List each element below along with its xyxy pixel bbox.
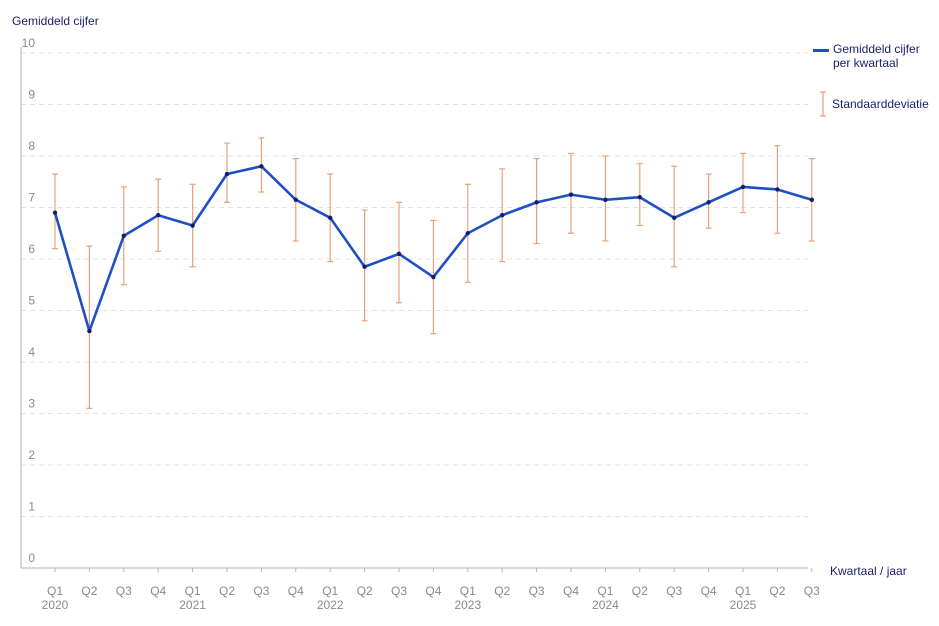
data-point	[637, 195, 642, 200]
data-point	[603, 197, 608, 202]
x-tick-label-quarter: Q3	[391, 584, 407, 598]
data-point	[775, 187, 780, 192]
y-tick-labels: 0 1 2 3 4 5 6 7 8 9 10	[22, 36, 36, 565]
data-point	[740, 184, 746, 190]
x-tick-label-quarter: Q1	[735, 584, 751, 598]
data-point	[706, 200, 711, 205]
y-tick-label: 6	[28, 242, 35, 256]
y-tick-label: 9	[28, 88, 35, 102]
y-tick-label: 5	[28, 294, 35, 308]
error-bars	[52, 137, 815, 409]
data-point	[431, 274, 436, 280]
data-point	[809, 197, 814, 202]
error-bar	[636, 163, 643, 227]
data-point	[87, 328, 92, 334]
y-tick-label: 1	[28, 500, 35, 514]
axes	[20, 47, 808, 569]
x-axis-title: Kwartaal / jaar	[830, 564, 907, 578]
x-tick-label-quarter: Q2	[357, 584, 373, 598]
data-point	[190, 223, 195, 228]
x-tick-label-year: 2025	[730, 598, 757, 612]
x-tick-label-year: 2022	[317, 598, 344, 612]
x-tick-label-quarter: Q4	[288, 584, 304, 598]
x-tick-label-quarter: Q1	[185, 584, 201, 598]
y-tick-label: 10	[22, 36, 36, 50]
x-tick-label-quarter: Q2	[219, 584, 235, 598]
gridlines	[21, 52, 808, 517]
x-tick-label-year: 2021	[179, 598, 206, 612]
x-tick-label-quarter: Q3	[116, 584, 132, 598]
data-point	[293, 197, 298, 202]
x-tick-label-year: 2020	[42, 598, 69, 612]
x-tick-label-quarter: Q4	[563, 584, 579, 598]
legend-item-stddev: Standaarddeviatie	[818, 91, 929, 117]
x-tick-label-quarter: Q1	[322, 584, 338, 598]
error-bar	[740, 152, 746, 214]
x-tick-label-quarter: Q2	[494, 584, 510, 598]
data-point	[396, 251, 402, 257]
data-point	[500, 213, 505, 218]
x-tick-label-quarter: Q2	[632, 584, 648, 598]
x-tick-label-quarter: Q3	[804, 584, 820, 598]
data-point	[534, 200, 539, 205]
data-point	[259, 164, 264, 169]
x-tick-label-quarter: Q2	[81, 584, 97, 598]
data-point	[121, 233, 127, 239]
x-tick-label-year: 2024	[592, 598, 619, 612]
legend-item-mean: Gemiddeld cijfer per kwartaal	[813, 42, 920, 70]
x-tick-label-year: 2023	[454, 598, 481, 612]
data-point	[224, 171, 230, 177]
x-tick-label-quarter: Q4	[425, 584, 441, 598]
x-tick-label-quarter: Q4	[701, 584, 717, 598]
legend-label-mean-line1: Gemiddeld cijfer	[833, 42, 920, 56]
y-tick-label: 2	[28, 448, 35, 462]
x-tick-label-quarter: Q2	[769, 584, 785, 598]
y-tick-label: 4	[28, 345, 35, 359]
data-point	[328, 215, 333, 220]
legend-label-mean-line2: per kwartaal	[833, 56, 899, 70]
legend-label-stddev: Standaarddeviatie	[832, 97, 929, 111]
y-tick-label: 0	[28, 551, 35, 565]
x-tick-label-quarter: Q1	[597, 584, 613, 598]
data-point	[568, 192, 574, 197]
y-tick-label: 8	[28, 139, 35, 153]
data-point	[156, 213, 161, 218]
y-tick-label: 3	[28, 397, 35, 411]
data-point	[52, 210, 58, 215]
data-point	[465, 231, 470, 236]
y-tick-label: 7	[28, 191, 35, 205]
legend-errorbar-swatch	[820, 91, 826, 117]
data-points	[52, 164, 814, 334]
legend-line-swatch	[813, 49, 829, 52]
x-tick-label-quarter: Q1	[47, 584, 63, 598]
x-tick-label-quarter: Q3	[529, 584, 545, 598]
data-point	[362, 264, 367, 269]
y-axis-title: Gemiddeld cijfer	[12, 14, 99, 28]
x-tick-label-quarter: Q1	[460, 584, 476, 598]
data-point	[672, 215, 677, 220]
x-tick-label-quarter: Q3	[666, 584, 682, 598]
x-tick-label-quarter: Q3	[253, 584, 269, 598]
x-tick-label-quarter: Q4	[150, 584, 166, 598]
